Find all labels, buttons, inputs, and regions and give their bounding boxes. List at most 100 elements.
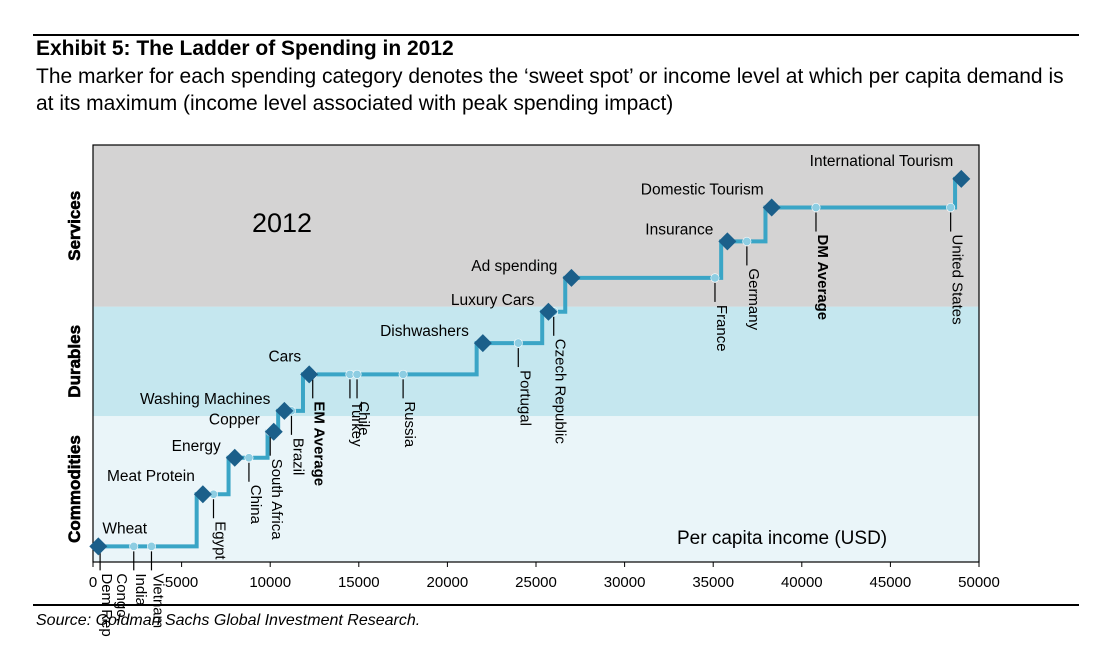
x-tick-label: 35000	[692, 574, 734, 591]
category-label: International Tourism	[810, 153, 954, 170]
category-bands	[93, 145, 979, 562]
category-copper: Copper	[209, 412, 283, 441]
x-tick-label: 10000	[249, 574, 291, 591]
category-marker	[762, 198, 781, 217]
country-dot	[946, 203, 956, 213]
category-marker	[264, 422, 283, 441]
country-label: United States	[949, 235, 966, 325]
country-dot	[398, 369, 408, 379]
band-services	[93, 145, 979, 307]
country-label: India	[132, 573, 149, 606]
category-wheat: Wheat	[89, 520, 148, 556]
country-label: DM Average	[814, 235, 831, 321]
category-label: Energy	[172, 438, 221, 455]
category-luxury-cars: Luxury Cars	[451, 292, 558, 321]
category-label: Washing Machines	[140, 391, 271, 408]
country-label: Russia	[401, 401, 418, 448]
country-label: China	[247, 485, 264, 525]
category-marker	[473, 334, 492, 353]
category-meat-protein: Meat Protein	[107, 468, 212, 504]
category-ad-spending: Ad spending	[471, 258, 581, 287]
country-dot	[742, 236, 752, 246]
x-tick-label: 0	[89, 574, 97, 591]
country-russia: Russia	[398, 369, 418, 448]
category-energy: Energy	[172, 438, 244, 467]
category-marker	[275, 401, 294, 420]
ladder-path	[93, 176, 962, 549]
category-marker	[193, 485, 212, 504]
category-marker	[952, 169, 971, 188]
country-turkey: Turkey	[345, 369, 365, 447]
country-dm-average: DM Average	[811, 203, 831, 321]
x-tick-label: 15000	[338, 574, 380, 591]
category-label: Dishwashers	[380, 323, 469, 340]
category-washing-machines: Washing Machines	[140, 391, 294, 420]
exhibit-title: Exhibit 5: The Ladder of Spending in 201…	[36, 37, 454, 60]
category-label: Wheat	[102, 520, 147, 537]
country-label: Czech Republic	[552, 339, 569, 445]
country-india: India	[129, 541, 149, 607]
x-tick-label: 30000	[604, 574, 646, 591]
category-dishwashers: Dishwashers	[380, 323, 492, 353]
country-label: France	[713, 305, 730, 352]
category-label: Meat Protein	[107, 468, 195, 485]
country-dot	[146, 541, 156, 551]
country-label: Vietnam	[149, 573, 166, 628]
category-label: Ad spending	[471, 258, 557, 275]
country-china: China	[244, 453, 264, 525]
country-dot	[710, 273, 720, 283]
band-commodities	[93, 416, 979, 562]
exhibit-subtitle: The marker for each spending category de…	[36, 65, 1064, 115]
category-markers: Wheat Meat Protein Energy Copper Washing Mac…	[89, 153, 971, 556]
band-label-durables: Durables	[65, 325, 84, 398]
category-international-tourism: International Tourism	[810, 153, 971, 188]
ladder-line	[93, 176, 962, 549]
x-axis-title: Per capita income (USD)	[677, 528, 887, 549]
bottom-rule	[33, 604, 1079, 606]
x-tick-label: 45000	[870, 574, 912, 591]
x-tick-label: 50000	[958, 574, 1000, 591]
country-dot	[244, 453, 254, 463]
category-marker	[225, 448, 244, 467]
country-dot	[129, 541, 139, 551]
x-tick-label: 40000	[781, 574, 823, 591]
country-chile: Chile	[352, 369, 372, 436]
year-label: 2012	[252, 208, 312, 238]
country-label: Congo,	[113, 573, 130, 621]
x-tick-label: 25000	[515, 574, 557, 591]
country-label: EM Average	[311, 401, 328, 486]
x-tick-label: 20000	[427, 574, 469, 591]
country-france: France	[710, 273, 730, 352]
country-dot	[513, 338, 523, 348]
category-marker	[300, 365, 319, 384]
country-portugal: Portugal	[513, 338, 533, 426]
band-label-services: Services	[65, 191, 84, 261]
source-note: Source: Goldman Sachs Global Investment …	[36, 612, 421, 629]
country-egypt: Egypt	[208, 489, 228, 560]
category-marker	[562, 268, 581, 287]
category-label: Insurance	[645, 221, 713, 238]
country-label: Chile	[355, 401, 372, 435]
x-tick-label: 5000	[165, 574, 198, 591]
country-dot	[352, 369, 362, 379]
category-marker	[718, 232, 737, 251]
category-label: Domestic Tourism	[641, 182, 764, 199]
category-cars: Cars	[268, 348, 319, 384]
country-label: Turkey	[348, 401, 365, 447]
country-united-states: United States	[946, 203, 966, 325]
country-label: South Africa	[268, 459, 285, 541]
category-insurance: Insurance	[645, 221, 737, 251]
x-axis: 0 5000 10000 15000 20000 25000 30000 35000 40000…	[89, 562, 1000, 591]
country-vietnam: Vietnam	[146, 541, 166, 628]
country-label: Brazil	[289, 438, 306, 476]
country-label: Germany	[745, 268, 762, 330]
category-marker	[89, 537, 108, 556]
category-label: Cars	[268, 348, 301, 365]
country-label: Egypt	[211, 521, 228, 560]
category-marker	[539, 302, 558, 321]
category-domestic-tourism: Domestic Tourism	[641, 182, 781, 217]
country-germany: Germany	[742, 236, 762, 331]
category-label: Copper	[209, 412, 260, 429]
